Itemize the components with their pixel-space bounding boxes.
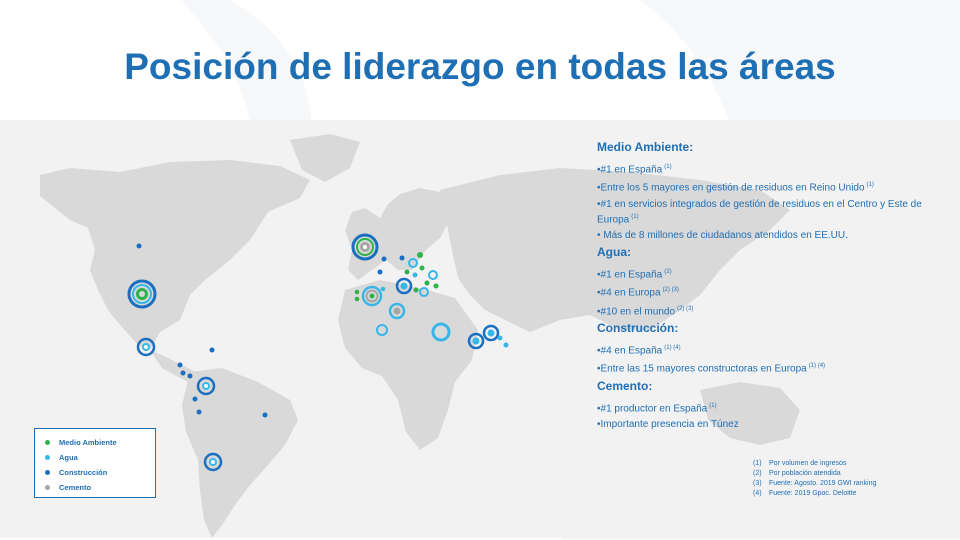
footnote: (3) Fuente: Agosto. 2019 GWI ranking xyxy=(753,480,877,487)
section-heading: Agua: xyxy=(597,244,631,259)
page-title: Posición de liderazgo en todas las áreas xyxy=(124,46,836,87)
asia-shape xyxy=(440,168,790,332)
list-item: •#4 en Europa (2) (3) xyxy=(597,287,679,299)
section-heading: Construcción: xyxy=(597,320,679,335)
list-item: •#1 en España (2) xyxy=(597,268,672,281)
south-america-shape xyxy=(182,368,298,538)
north-america-shape xyxy=(40,160,310,350)
section-agua: Agua: •#1 en España (2) •#4 en Europa (2) … xyxy=(597,245,947,318)
list-item: •#1 en España (1) xyxy=(597,164,672,176)
world-map xyxy=(40,134,800,538)
footnote: (2) Por población atendida xyxy=(753,470,841,477)
list-item: •Entre los 5 mayores en gestión de resid… xyxy=(597,182,874,194)
africa-shape xyxy=(338,280,478,450)
footnote: (4) Fuente: 2019 Gpoc. Deloitte xyxy=(753,490,857,497)
list-item: •#1 en servicios integrados de gestión d… xyxy=(597,198,922,225)
gray-dot-icon xyxy=(45,484,50,490)
map-legend: Medio Ambiente Agua Construcción Cemento xyxy=(34,428,156,498)
legend-item-agua: Agua xyxy=(35,450,155,464)
legend-item-cemento: Cemento xyxy=(35,480,155,494)
footnote: (1) Por volumen de ingresos xyxy=(753,460,847,467)
footnotes: (1) Por volumen de ingresos (2) Por poblac… xyxy=(753,459,953,499)
section-heading: Medio Ambiente: xyxy=(597,140,694,154)
section-cemento: Cemento: •#1 productor en España (1) •Imp… xyxy=(597,379,947,431)
greenland-shape xyxy=(290,134,360,182)
section-medio-ambiente: Medio Ambiente: •#1 en España (1) •Entre … xyxy=(597,140,947,242)
leadership-panel: Medio Ambiente: •#1 en España (1) •Entre … xyxy=(597,140,947,434)
legend-item-construccion: Construcción xyxy=(35,465,155,479)
light-blue-dot-icon xyxy=(45,454,50,460)
oceania-shape xyxy=(700,382,800,445)
list-item: • Más de 8 millones de ciudadanos atendi… xyxy=(597,229,848,241)
list-item: •Importante presencia en Túnez xyxy=(597,418,739,430)
list-item: •#1 productor en España (1) xyxy=(597,402,717,414)
blue-dot-icon xyxy=(45,469,50,475)
legend-item-medio-ambiente: Medio Ambiente xyxy=(35,435,155,449)
green-dot-icon xyxy=(45,439,50,445)
list-item: •Entre las 15 mayores constructoras en E… xyxy=(597,363,826,375)
section-construccion: Construcción: •#4 en España (1) (4) •Entr… xyxy=(597,321,947,376)
list-item: •#4 en España (1) (4) xyxy=(597,344,681,357)
section-heading: Cemento: xyxy=(597,378,653,393)
list-item: •#10 en el mundo (2) (3) xyxy=(597,305,694,317)
map-markers xyxy=(127,233,509,472)
